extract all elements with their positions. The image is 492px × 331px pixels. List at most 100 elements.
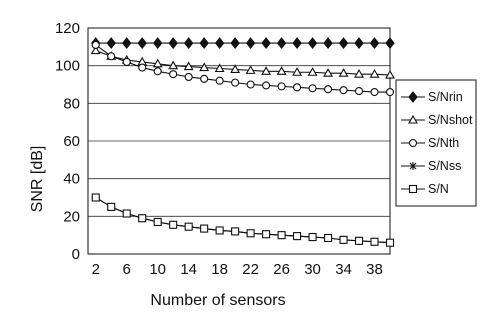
point-s-nshot-12	[168, 60, 179, 70]
point-s-nshot-2	[90, 45, 101, 55]
legend-marker-s-nshot	[408, 114, 418, 124]
point-s-nrin-30	[307, 37, 318, 49]
legend-marker-s-nss	[409, 162, 417, 170]
point-s-nth-38	[370, 87, 379, 97]
point-s-nshot-14	[183, 61, 194, 71]
point-s-n-26	[277, 231, 286, 240]
x-tick-14: 14	[180, 261, 197, 278]
point-s-n-22	[246, 229, 255, 238]
point-s-nrin-34	[338, 37, 349, 49]
point-s-nshot-10	[152, 58, 163, 68]
point-s-n-4	[107, 202, 116, 211]
legend-label-s-nshot: S/Nshot	[428, 113, 473, 127]
point-s-nrin-16	[199, 37, 209, 49]
y-tick-40: 40	[63, 171, 80, 188]
x-tick-30: 30	[304, 261, 321, 278]
point-s-n-14	[184, 222, 193, 231]
legend-label-s-nth: S/Nth	[428, 136, 459, 150]
legend-item-s-nss: S/Nss	[401, 159, 461, 173]
point-s-nth-4	[107, 52, 116, 61]
point-s-nshot-38	[369, 69, 380, 78]
y-tick-120: 120	[55, 20, 80, 37]
point-s-nth-18	[215, 76, 224, 85]
legend-label-s-n: S/N	[428, 182, 449, 196]
point-s-n-18	[215, 226, 224, 235]
point-s-nshot-22	[245, 65, 256, 74]
point-s-nth-20	[231, 78, 240, 87]
point-s-nrin-40	[385, 37, 395, 49]
point-s-n-38	[370, 237, 379, 246]
point-s-nshot-34	[338, 68, 349, 77]
point-s-nshot-36	[354, 69, 364, 78]
point-s-nrin-28	[292, 37, 302, 49]
point-s-n-40	[385, 238, 395, 247]
plot-frame	[87, 27, 391, 255]
x-tick-38: 38	[366, 261, 383, 278]
point-s-nth-16	[200, 74, 209, 83]
point-s-nshot-30	[307, 67, 318, 76]
point-s-nrin-22	[245, 37, 256, 49]
point-s-nth-36	[354, 87, 364, 96]
series-points-s-nss	[91, 193, 394, 247]
point-s-nrin-12	[168, 37, 178, 49]
point-s-nrin-36	[354, 37, 364, 49]
point-s-nth-24	[262, 81, 271, 90]
x-tick-22: 22	[242, 261, 259, 278]
point-s-n-12	[169, 220, 178, 229]
point-s-nth-34	[339, 86, 348, 95]
x-tick-labels: 2 6 10 14 18 22 26 30 34 38	[92, 261, 383, 278]
point-s-nrin-8	[137, 37, 147, 49]
point-s-n-20	[231, 227, 240, 236]
point-s-nshot-32	[323, 68, 333, 77]
point-s-nshot-20	[230, 64, 241, 73]
point-s-nshot-18	[214, 63, 225, 73]
legend-label-s-nss: S/Nss	[428, 159, 461, 173]
point-s-nshot-16	[199, 62, 210, 72]
point-s-nrin-6	[122, 37, 132, 49]
y-tick-20: 20	[63, 208, 80, 225]
y-tick-labels: 0 20 40 60 80 100 120	[55, 20, 80, 263]
point-s-nth-2	[91, 40, 100, 50]
x-tick-34: 34	[335, 261, 352, 278]
point-s-nth-12	[169, 70, 178, 79]
point-s-nth-22	[246, 80, 255, 89]
x-tick-2: 2	[92, 261, 100, 278]
series-points-s-nth	[91, 40, 395, 97]
point-s-nrin-32	[323, 37, 333, 49]
x-tick-26: 26	[273, 261, 290, 278]
x-tick-6: 6	[123, 261, 131, 278]
point-s-nrin-4	[106, 37, 116, 49]
x-axis-label: Number of sensors	[150, 292, 285, 309]
x-tick-18: 18	[211, 261, 228, 278]
point-s-nrin-14	[183, 37, 194, 49]
legend-marker-s-n	[408, 184, 418, 194]
legend-item-s-nshot: S/Nshot	[401, 113, 473, 127]
legend-label-s-nrin: S/Nrin	[428, 90, 463, 104]
point-s-nrin-18	[214, 37, 225, 49]
series-points-s-n	[91, 193, 395, 247]
point-s-n-28	[293, 232, 302, 241]
x-tick-10: 10	[149, 261, 166, 278]
grid-lines	[88, 27, 390, 255]
point-s-nshot-40	[385, 69, 395, 79]
point-s-n-36	[354, 236, 364, 245]
point-s-n-8	[138, 214, 147, 223]
legend-marker-s-nth	[408, 138, 418, 148]
y-axis-label: SNR [dB]	[29, 146, 46, 213]
point-s-nshot-24	[261, 66, 272, 75]
point-s-nth-30	[308, 84, 317, 93]
point-s-n-30	[308, 233, 317, 242]
point-s-n-10	[153, 217, 162, 227]
point-s-nrin-38	[369, 37, 380, 49]
point-s-n-2	[91, 193, 100, 202]
point-s-n-6	[122, 209, 131, 218]
legend-item-s-nth: S/Nth	[401, 136, 459, 150]
point-s-nth-26	[277, 82, 286, 91]
legend-item-s-n: S/N	[401, 182, 449, 196]
point-s-n-16	[200, 224, 209, 233]
y-tick-100: 100	[55, 58, 80, 75]
y-tick-0: 0	[72, 246, 80, 263]
point-s-nrin-24	[261, 37, 271, 49]
point-s-nth-28	[293, 83, 302, 92]
